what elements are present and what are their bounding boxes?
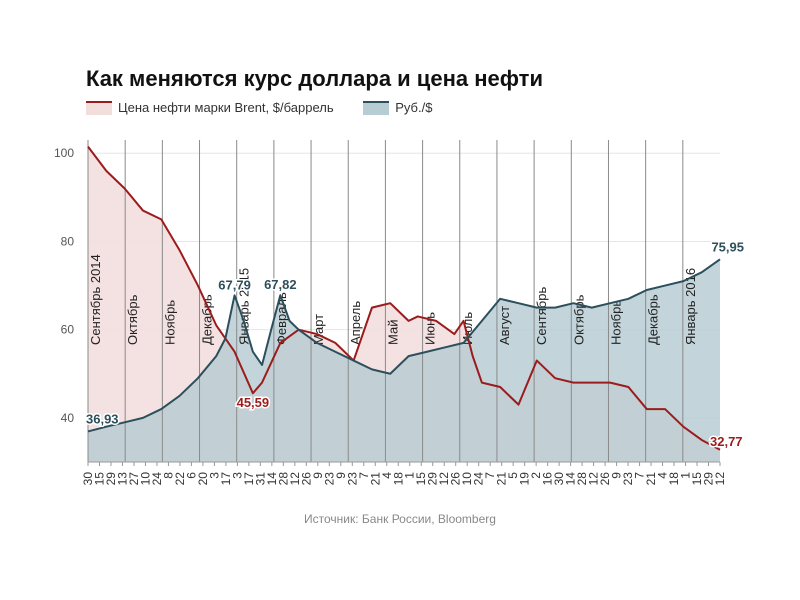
x-tick-label: 26: [299, 472, 313, 486]
oil-price-line: [87, 146, 721, 451]
x-tick-label: 2: [529, 472, 543, 479]
x-tick-label: 21: [495, 472, 509, 486]
x-tick-label: 1: [679, 472, 693, 479]
chart-title: Как меняются курс доллара и цена нефти: [86, 66, 543, 91]
x-tick-label: 28: [276, 472, 290, 486]
x-tick-label: 10: [460, 472, 474, 486]
x-tick-label: 23: [345, 472, 359, 486]
x-tick-label: 10: [138, 472, 152, 486]
legend-swatch-oil: [86, 100, 112, 115]
x-tick-label: 12: [713, 472, 727, 486]
data-label: 67,79: [218, 277, 251, 292]
x-tick-label: 6: [184, 472, 198, 479]
x-tick-label: 3: [207, 472, 221, 479]
x-tick-label: 8: [161, 472, 175, 479]
month-label: Ноябрь: [608, 300, 623, 345]
month-label: Декабрь: [646, 294, 661, 345]
x-tick-label: 26: [598, 472, 612, 486]
month-label: Август: [497, 306, 512, 345]
x-tick-label: 17: [242, 472, 256, 486]
month-label: Сентябрь 2014: [88, 254, 103, 345]
x-tick-label: 26: [449, 472, 463, 486]
x-tick-label: 1: [403, 472, 417, 479]
data-label: 36,93: [86, 411, 119, 426]
x-tick-label: 12: [288, 472, 302, 486]
x-tick-label: 12: [437, 472, 451, 486]
x-tick-label: 17: [219, 472, 233, 486]
x-tick-label: 16: [541, 472, 555, 486]
x-tick-label: 7: [633, 472, 647, 479]
legend: Цена нефти марки Brent, $/баррель Руб./$: [86, 100, 458, 118]
x-tick-label: 13: [115, 472, 129, 486]
month-label: Сентябрь: [534, 287, 549, 345]
x-tick-label: 23: [322, 472, 336, 486]
data-label: 75,95: [711, 239, 744, 254]
x-tick-label: 31: [253, 472, 267, 486]
x-tick-label: 7: [483, 472, 497, 479]
x-tick-label: 23: [621, 472, 635, 486]
legend-label-oil: Цена нефти марки Brent, $/баррель: [118, 100, 334, 115]
x-tick-label: 12: [587, 472, 601, 486]
legend-swatch-rub: [363, 100, 390, 115]
x-tick-label: 21: [368, 472, 382, 486]
x-tick-label: 18: [391, 472, 405, 486]
y-tick-label: 100: [54, 146, 74, 160]
x-tick-label: 28: [575, 472, 589, 486]
x-tick-label: 27: [127, 472, 141, 486]
month-label: Май: [385, 320, 400, 345]
x-tick-label: 24: [472, 472, 486, 486]
x-tick-label: 15: [414, 472, 428, 486]
x-tick-label: 7: [357, 472, 371, 479]
x-tick-label: 4: [380, 472, 394, 479]
y-tick-label: 80: [61, 234, 75, 248]
x-tick-label: 22: [173, 472, 187, 486]
month-label: Декабрь: [200, 294, 215, 345]
x-tick-label: 4: [656, 472, 670, 479]
month-label: Ноябрь: [162, 300, 177, 345]
month-label: Январь 2016: [683, 268, 698, 345]
month-label: Июнь: [423, 312, 438, 345]
x-tick-label: 30: [81, 472, 95, 486]
legend-label-rub: Руб./$: [395, 100, 433, 115]
month-label: Июль: [460, 312, 475, 345]
x-tick-label: 29: [702, 472, 716, 486]
data-label: 32,77: [710, 434, 743, 449]
data-label: 67,82: [264, 277, 297, 292]
legend-item-rub: Руб./$: [363, 100, 432, 115]
x-tick-label: 9: [311, 472, 325, 479]
x-tick-label: 9: [334, 472, 348, 479]
y-tick-label: 60: [61, 323, 75, 337]
x-tick-label: 18: [667, 472, 681, 486]
month-label: Январь 2015: [237, 268, 252, 345]
x-tick-label: 3: [230, 472, 244, 479]
x-tick-label: 5: [506, 472, 520, 479]
x-tick-label: 14: [265, 472, 279, 486]
y-tick-label: 40: [61, 411, 75, 425]
x-tick-label: 29: [426, 472, 440, 486]
x-tick-label: 20: [196, 472, 210, 486]
source-note: Источник: Банк России, Bloomberg: [304, 512, 496, 526]
x-tick-label: 15: [92, 472, 106, 486]
x-tick-label: 29: [104, 472, 118, 486]
x-tick-label: 30: [552, 472, 566, 486]
x-tick-label: 19: [518, 472, 532, 486]
x-tick-label: 24: [150, 472, 164, 486]
legend-item-oil: Цена нефти марки Brent, $/баррель: [86, 100, 334, 115]
month-label: Октябрь: [125, 294, 140, 345]
x-tick-label: 9: [610, 472, 624, 479]
rub-rate-line: [87, 258, 721, 433]
data-label: 45,59: [237, 395, 270, 410]
x-tick-label: 21: [644, 472, 658, 486]
x-tick-label: 14: [564, 472, 578, 486]
month-label: Апрель: [348, 301, 363, 345]
x-tick-label: 15: [690, 472, 704, 486]
month-label: Октябрь: [571, 294, 586, 345]
